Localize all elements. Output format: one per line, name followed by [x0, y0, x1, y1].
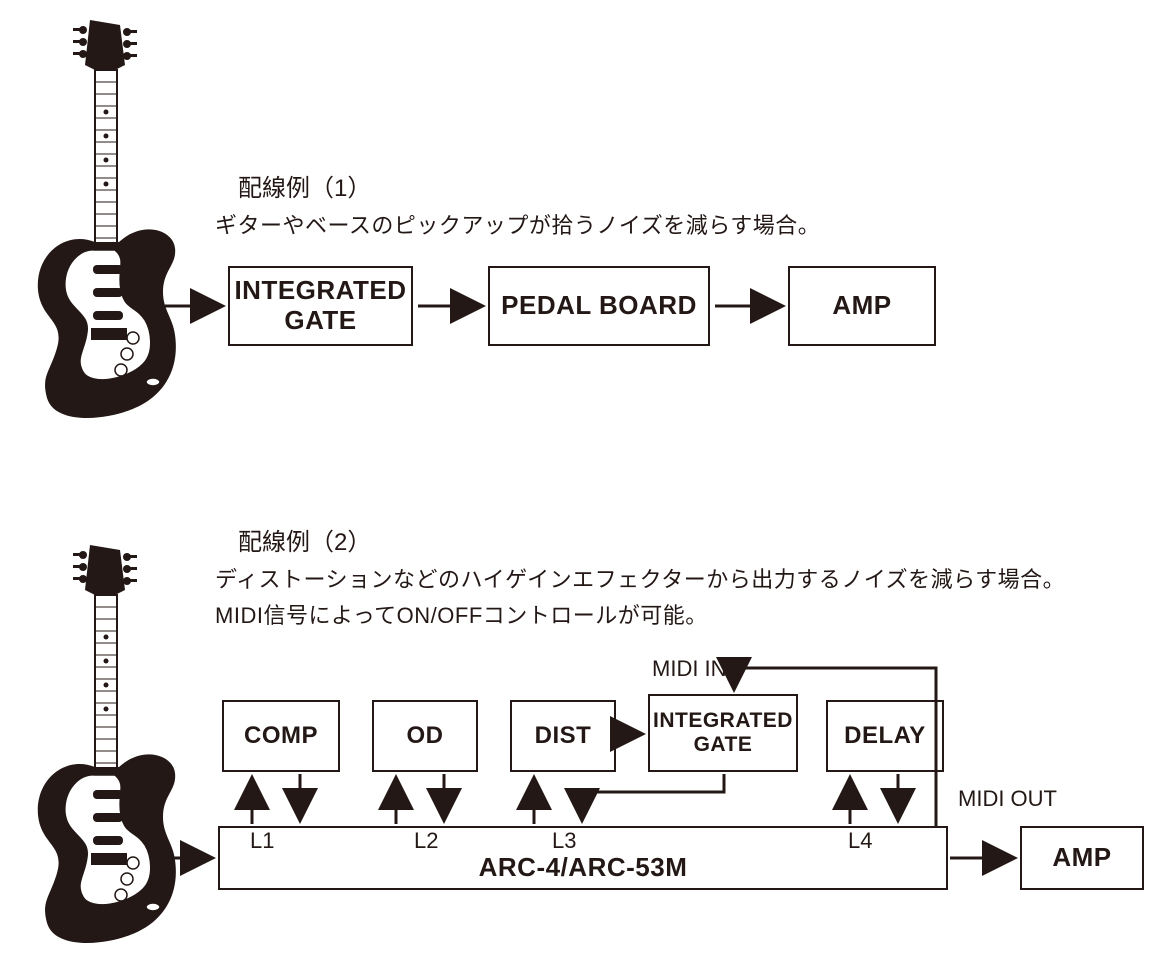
diagram-stage: 配線例（1） ギターやベースのピックアップが拾うノイズを減らす場合。 INTEG…: [0, 0, 1164, 955]
arrows-example-2: [0, 0, 1164, 955]
